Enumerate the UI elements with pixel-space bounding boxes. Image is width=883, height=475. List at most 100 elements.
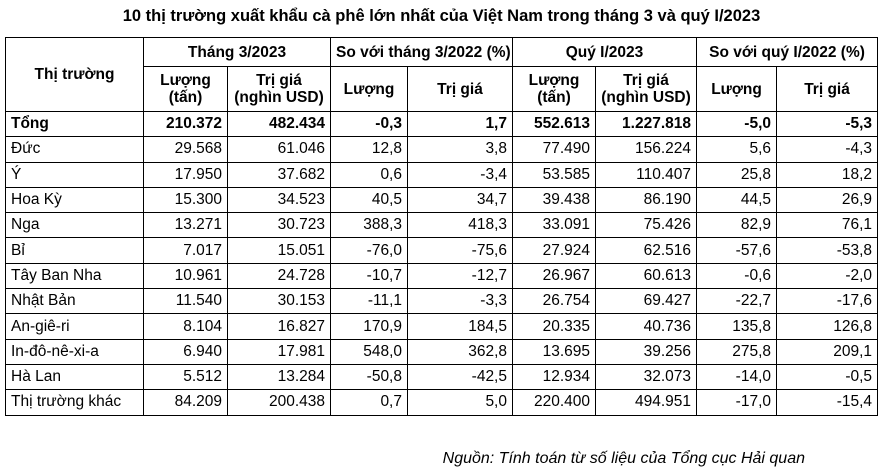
march-value-cell: 15.051 [227, 237, 331, 264]
q1-value-cell: 1.227.818 [594, 110, 698, 138]
q1-value-pct-cell: 126,8 [776, 313, 879, 340]
march-volume-pct-cell: 388,3 [330, 212, 408, 239]
header-volume-line2: (tấn) [537, 89, 571, 106]
q1-value-pct-cell: -4,3 [776, 136, 879, 163]
q1-volume-pct-cell: 275,8 [696, 338, 778, 365]
march-volume-cell: 17.950 [143, 161, 228, 188]
q1-value-cell: 86.190 [594, 186, 698, 214]
q1-value-cell: 75.426 [594, 212, 698, 239]
march-volume-pct-cell: -76,0 [330, 237, 408, 264]
q1-volume-pct-cell: -0,6 [696, 262, 778, 290]
q1-volume-cell: 26.967 [512, 262, 596, 290]
header-march-value: Trị giá (nghìn USD) [227, 66, 331, 112]
march-volume-cell: 7.017 [143, 237, 228, 264]
q1-volume-pct-cell: -14,0 [696, 363, 778, 391]
march-volume-cell: 13.271 [143, 212, 228, 239]
q1-value-cell: 32.073 [594, 363, 698, 391]
header-march-2023: Tháng 3/2023 [143, 37, 331, 67]
header-value-line1: Trị giá [623, 72, 669, 89]
q1-volume-pct-cell: 135,8 [696, 313, 778, 340]
market-cell: Thị trường khác [5, 389, 144, 416]
q1-volume-cell: 12.934 [512, 363, 596, 391]
table-row: An-giê-ri 8.104 16.827 170,9 184,5 20.335 40.7… [5, 313, 879, 340]
market-cell: Hoa Kỳ [5, 186, 144, 214]
table-row: In-đô-nê-xi-a 6.940 17.981 548,0 362,8 13.695… [5, 338, 879, 365]
march-volume-cell: 15.300 [143, 186, 228, 214]
header-q1-volume: Lượng (tấn) [512, 66, 596, 112]
market-cell: Đức [5, 136, 144, 163]
q1-value-cell: 60.613 [594, 262, 698, 290]
q1-volume-pct-cell: -57,6 [696, 237, 778, 264]
q1-volume-cell: 26.754 [512, 288, 596, 315]
q1-volume-pct-cell: -17,0 [696, 389, 778, 416]
market-cell: Ý [5, 161, 144, 188]
march-value-cell: 30.723 [227, 212, 331, 239]
table-row: Nga 13.271 30.723 388,3 418,3 33.091 75.426 82,… [5, 212, 879, 239]
market-cell: Bỉ [5, 237, 144, 264]
q1-volume-cell: 27.924 [512, 237, 596, 264]
q1-volume-pct-cell: -5,0 [696, 110, 778, 138]
march-volume-cell: 6.940 [143, 338, 228, 365]
market-cell: Nga [5, 212, 144, 239]
table-row-total: Tổng 210.372 482.434 -0,3 1,7 552.613 1.227.81… [5, 110, 879, 138]
march-value-cell: 61.046 [227, 136, 331, 163]
march-value-cell: 200.438 [227, 389, 331, 416]
market-cell: Tổng [5, 110, 144, 138]
header-march-value-pct: Trị giá [407, 66, 513, 112]
march-volume-pct-cell: -11,1 [330, 288, 408, 315]
market-cell: Hà Lan [5, 363, 144, 391]
header-volume-line2: (tấn) [168, 89, 203, 106]
market-cell: In-đô-nê-xi-a [5, 338, 144, 365]
header-volume-line1: Lượng [528, 72, 580, 89]
march-value-cell: 482.434 [227, 110, 331, 138]
march-volume-pct-cell: 0,6 [330, 161, 408, 188]
march-volume-cell: 84.209 [143, 389, 228, 416]
q1-volume-cell: 20.335 [512, 313, 596, 340]
header-march-volume: Lượng (tấn) [143, 66, 228, 112]
march-volume-pct-cell: 548,0 [330, 338, 408, 365]
march-value-pct-cell: 418,3 [407, 212, 513, 239]
march-value-cell: 30.153 [227, 288, 331, 315]
march-volume-pct-cell: 0,7 [330, 389, 408, 416]
q1-value-cell: 156.224 [594, 136, 698, 163]
march-value-pct-cell: 1,7 [407, 110, 513, 138]
march-value-pct-cell: 34,7 [407, 186, 513, 214]
march-volume-cell: 11.540 [143, 288, 228, 315]
march-value-pct-cell: -12,7 [407, 262, 513, 290]
header-q1-value-pct: Trị giá [776, 66, 879, 112]
q1-value-cell: 110.407 [594, 161, 698, 188]
march-value-cell: 37.682 [227, 161, 331, 188]
q1-value-pct-cell: -53,8 [776, 237, 879, 264]
q1-value-pct-cell: 26,9 [776, 186, 879, 214]
header-vs-q1-2022: So với quý I/2022 (%) [696, 37, 879, 67]
march-value-pct-cell: 5,0 [407, 389, 513, 416]
march-value-cell: 16.827 [227, 313, 331, 340]
march-value-pct-cell: -42,5 [407, 363, 513, 391]
q1-volume-pct-cell: 82,9 [696, 212, 778, 239]
march-volume-pct-cell: -0,3 [330, 110, 408, 138]
table-body: Tổng 210.372 482.434 -0,3 1,7 552.613 1.227.81… [5, 110, 879, 416]
table-row: Bỉ 7.017 15.051 -76,0 -75,6 27.924 62.516 -57,6… [5, 237, 879, 264]
header-value-line2: (nghìn USD) [234, 89, 324, 106]
march-value-cell: 13.284 [227, 363, 331, 391]
march-volume-pct-cell: 170,9 [330, 313, 408, 340]
q1-volume-cell: 53.585 [512, 161, 596, 188]
q1-value-pct-cell: -15,4 [776, 389, 879, 416]
march-value-cell: 34.523 [227, 186, 331, 214]
q1-value-cell: 62.516 [594, 237, 698, 264]
source-note: Nguồn: Tính toán từ số liệu của Tổng cục… [442, 450, 805, 467]
header-value-line2: (nghìn USD) [601, 89, 691, 106]
q1-volume-cell: 33.091 [512, 212, 596, 239]
march-volume-cell: 29.568 [143, 136, 228, 163]
march-value-pct-cell: 3,8 [407, 136, 513, 163]
market-cell: An-giê-ri [5, 313, 144, 340]
q1-value-pct-cell: 18,2 [776, 161, 879, 188]
march-value-pct-cell: -3,4 [407, 161, 513, 188]
q1-volume-pct-cell: 44,5 [696, 186, 778, 214]
march-volume-pct-cell: -50,8 [330, 363, 408, 391]
export-markets-table: Thị trường Tháng 3/2023 So với tháng 3/2… [5, 37, 879, 416]
header-vs-march-2022: So với tháng 3/2022 (%) [330, 37, 513, 67]
header-value-line1: Trị giá [256, 72, 302, 89]
q1-volume-pct-cell: 25,8 [696, 161, 778, 188]
header-q1-value: Trị giá (nghìn USD) [594, 66, 698, 112]
